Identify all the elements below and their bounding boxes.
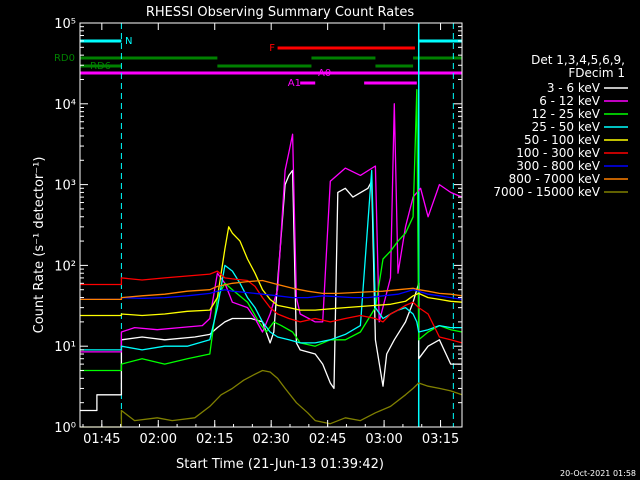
series-line-300-800-kev	[80, 289, 463, 301]
y-tick-label-3: 10³	[54, 179, 76, 194]
legend-label-100-300-kev: 100 - 300 keV	[516, 146, 600, 160]
x-tick-label-5: 03:00	[365, 432, 402, 447]
y-tick-label-5: 10⁵	[54, 17, 76, 32]
series-line-800-7000-kev	[80, 279, 463, 301]
legend-label-25-50-kev: 25 - 50 keV	[532, 120, 601, 134]
x-tick-label-0: 01:45	[83, 432, 120, 447]
series-line-7000-15000-kev	[80, 369, 463, 428]
x-tick-label-3: 02:30	[252, 432, 289, 447]
flag-label-rd6: RD6	[90, 61, 111, 72]
y-tick-label-2: 10²	[54, 259, 76, 274]
legend-label-300-800-kev: 300 - 800 keV	[516, 159, 600, 173]
legend-header-line1: Det 1,3,4,5,6,9,	[531, 53, 625, 67]
x-tick-label-1: 02:00	[140, 432, 177, 447]
legend-label-7000-15000-kev: 7000 - 15000 keV	[493, 185, 600, 199]
flag-label-rd0: RD0	[54, 53, 75, 64]
legend-header-line2: FDecim 1	[568, 66, 625, 80]
x-axis-label: Start Time (21-Jun-13 01:39:42)	[176, 457, 384, 472]
y-tick-label-4: 10⁴	[54, 98, 76, 113]
y-tick-label-1: 10¹	[54, 340, 76, 355]
chart-title: RHESSI Observing Summary Count Rates	[146, 5, 415, 20]
x-tick-label-2: 02:15	[196, 432, 233, 447]
y-tick-label-0: 10⁰	[54, 421, 76, 436]
x-tick-label-4: 02:45	[309, 432, 346, 447]
axes: 01:45 02:00 02:15 02:30 02:45 03:00 03:15 10⁰ 10…	[54, 17, 463, 447]
legend-label-3-6-kev: 3 - 6 keV	[547, 81, 601, 95]
flag-bars: N F RD0 RD6 A0 A1	[54, 36, 462, 89]
x-tick-label-6: 03:15	[422, 432, 459, 447]
flag-label-n: N	[125, 36, 132, 47]
data-series	[80, 23, 463, 428]
footer-timestamp: 20-Oct-2021 01:58	[560, 469, 636, 478]
legend-label-12-25-kev: 12 - 25 keV	[532, 107, 601, 121]
y-axis-label: Count Rate (s⁻¹ detector⁻¹)	[32, 157, 47, 334]
legend-label-6-12-kev: 6 - 12 keV	[539, 94, 601, 108]
flag-label-a1: A1	[288, 78, 301, 89]
series-line-25-50-kev	[80, 169, 462, 351]
flag-label-f: F	[269, 43, 275, 54]
legend-label-50-100-kev: 50 - 100 keV	[524, 133, 601, 147]
series-line-3-6-kev	[80, 169, 462, 412]
series-line-100-300-kev	[80, 270, 463, 344]
legend-label-800-7000-kev: 800 - 7000 keV	[509, 172, 601, 186]
flag-label-a0: A0	[318, 68, 331, 79]
series-line-50-100-kev	[80, 226, 463, 317]
